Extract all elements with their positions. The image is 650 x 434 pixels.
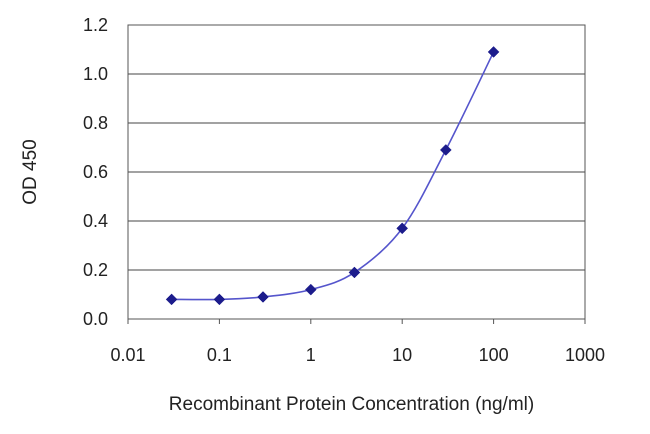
series-line bbox=[171, 51, 495, 301]
data-point bbox=[348, 266, 361, 279]
data-point bbox=[396, 222, 409, 235]
y-tick-label: 0.8 bbox=[83, 113, 108, 133]
data-point bbox=[439, 144, 452, 156]
y-tick-label: 1.0 bbox=[83, 64, 108, 84]
x-tick-label: 1 bbox=[306, 345, 316, 365]
grid-lines bbox=[128, 73, 585, 271]
y-tick-label: 0.4 bbox=[83, 211, 108, 231]
series-markers bbox=[165, 46, 500, 306]
x-tick-label: 100 bbox=[479, 345, 509, 365]
x-axis-title: Recombinant Protein Concentration (ng/ml… bbox=[169, 394, 534, 415]
y-tick-label: 1.2 bbox=[83, 15, 108, 35]
x-axis-tick-marks bbox=[127, 319, 586, 324]
x-tick-label: 10 bbox=[392, 345, 412, 365]
y-axis-title: OD 450 bbox=[20, 139, 41, 204]
y-tick-label: 0.2 bbox=[83, 260, 108, 280]
data-point bbox=[487, 46, 500, 58]
y-tick-label: 0.6 bbox=[83, 162, 108, 182]
plot-area-frame bbox=[127, 24, 586, 320]
y-axis-tick-labels: 0.0 0.2 0.4 0.6 0.8 1.0 1.2 bbox=[83, 15, 108, 329]
series-path bbox=[171, 51, 495, 301]
x-tick-label: 0.01 bbox=[110, 345, 145, 365]
x-tick-label: 0.1 bbox=[207, 345, 232, 365]
y-tick-label: 0.0 bbox=[83, 309, 108, 329]
data-point bbox=[257, 291, 269, 303]
data-point bbox=[304, 283, 317, 296]
x-axis-tick-labels: 0.01 0.1 1 10 100 1000 bbox=[110, 345, 605, 365]
x-tick-label: 1000 bbox=[565, 345, 605, 365]
data-point bbox=[213, 293, 226, 306]
data-point bbox=[165, 293, 178, 306]
